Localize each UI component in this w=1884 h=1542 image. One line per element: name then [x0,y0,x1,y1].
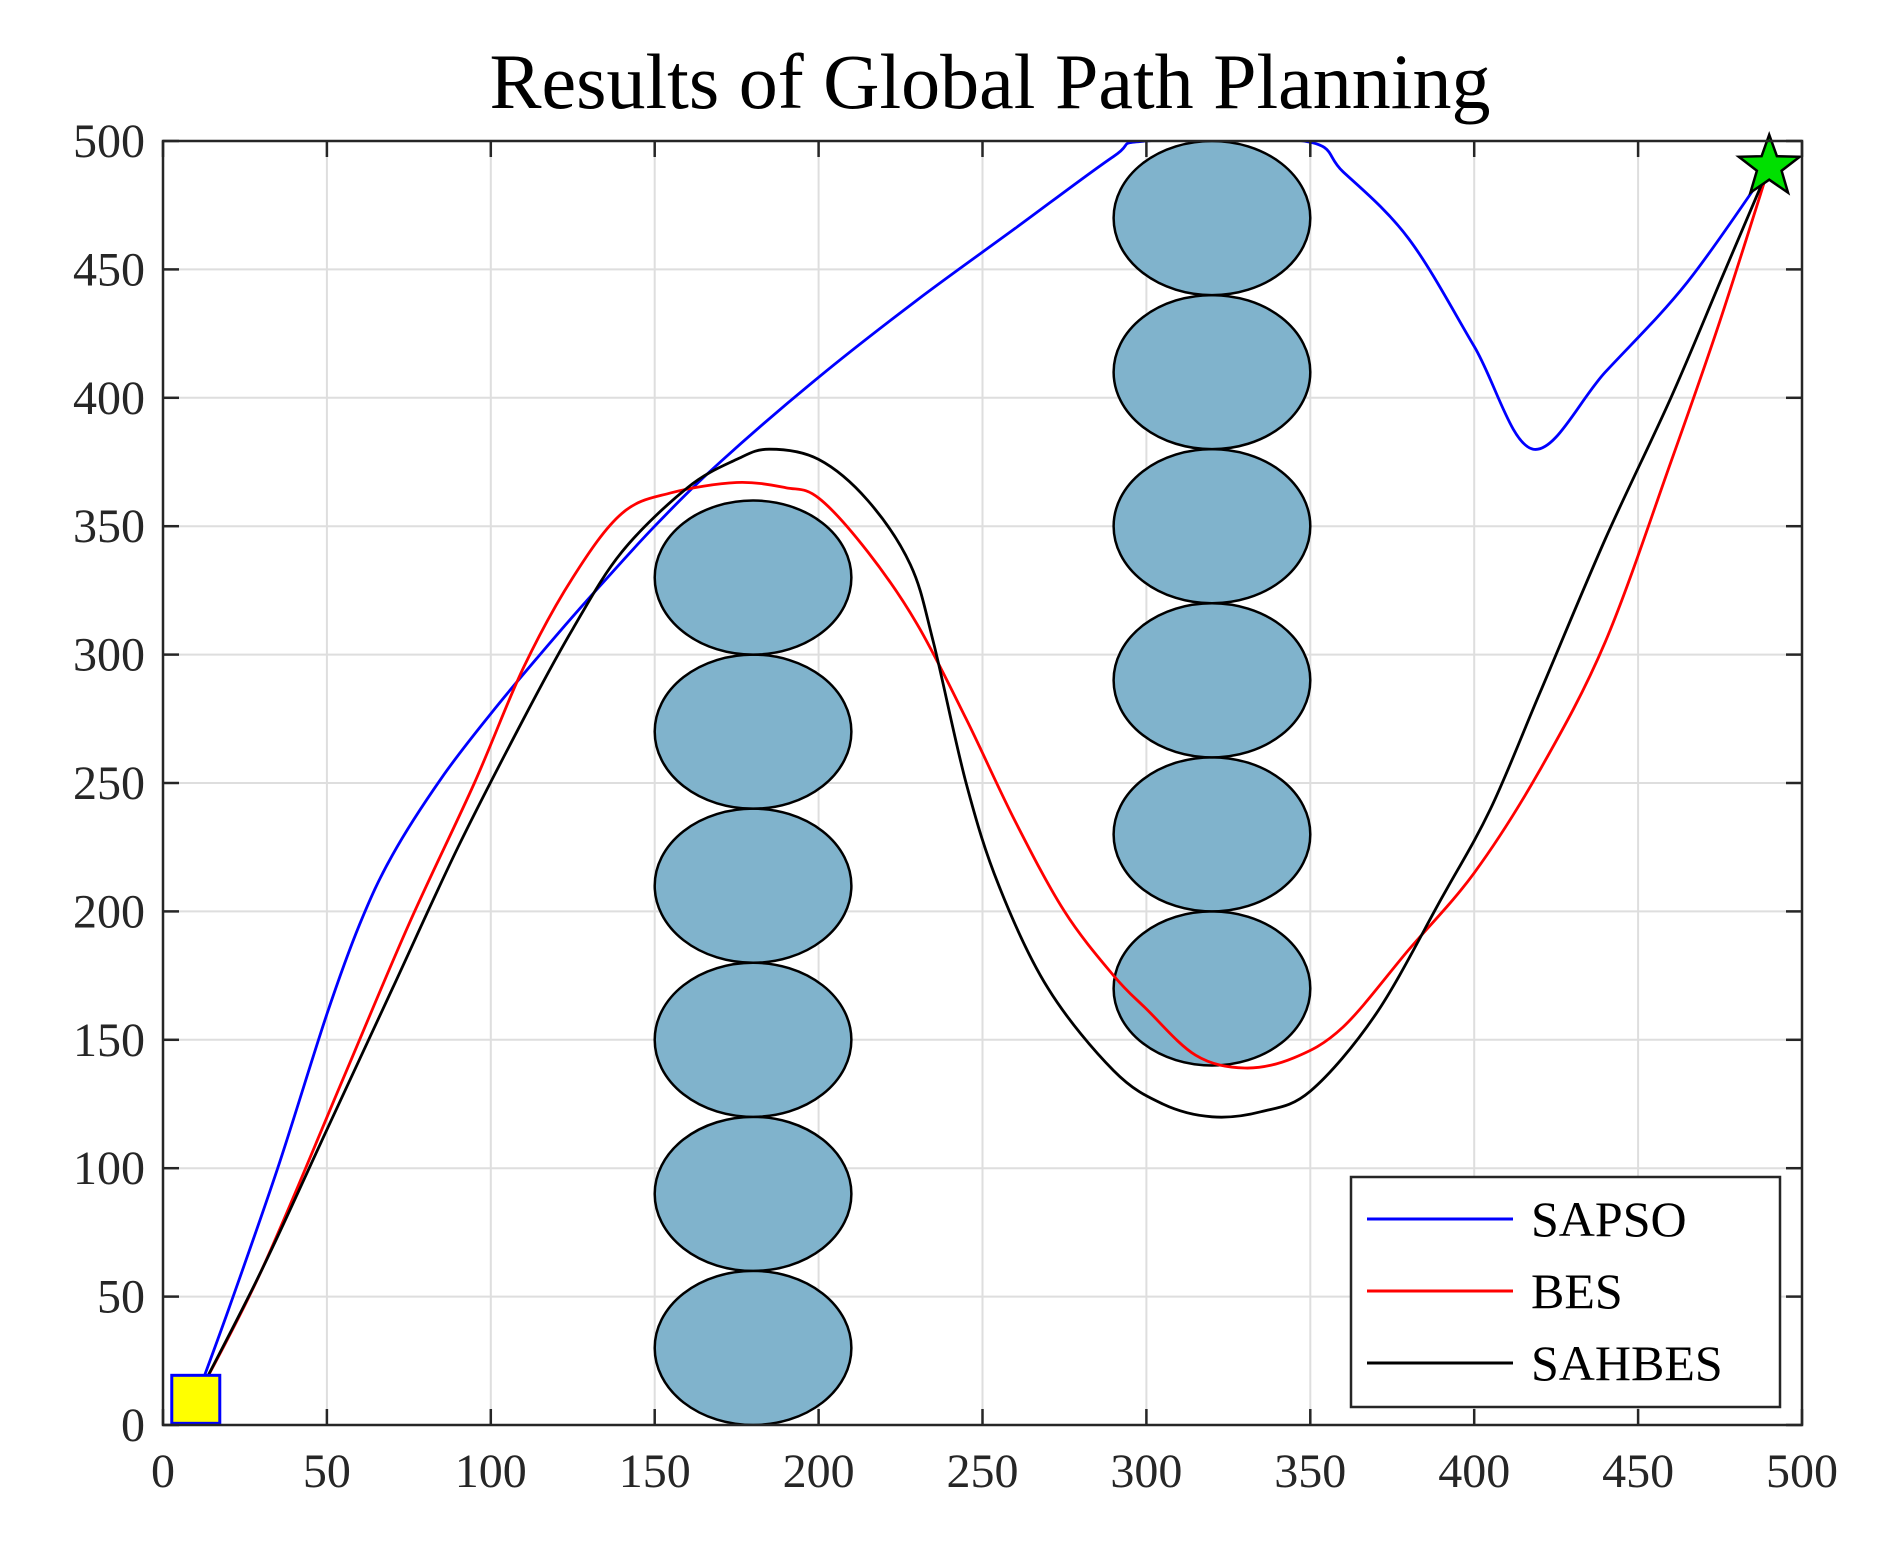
x-tick-label: 200 [783,1445,855,1498]
y-tick-label: 250 [73,757,145,810]
start-marker [170,1373,222,1425]
y-tick-label: 500 [73,115,145,168]
y-tick-label: 350 [73,500,145,553]
obstacle-circle [1112,756,1312,913]
obstacle-circle [1112,601,1312,759]
y-tick-label: 400 [73,372,145,425]
y-tick-label: 100 [73,1142,145,1195]
y-tick-label: 200 [73,885,145,938]
obstacle-circle [653,653,853,810]
y-tick-label: 50 [97,1271,145,1324]
markers [170,130,1804,1425]
path-sapso [194,141,1771,1400]
goal-star-marker [1735,130,1804,196]
obstacle-circle [1112,447,1312,605]
obstacle-circle [653,499,853,656]
legend-label: SAHBES [1531,1335,1723,1391]
x-tick-label: 500 [1766,1445,1838,1498]
x-tick-label: 50 [303,1445,351,1498]
path-sahbes [194,166,1771,1400]
obstacles [653,141,1312,1425]
x-tick-label: 150 [619,1445,691,1498]
x-tick-label: 100 [455,1445,527,1498]
y-tick-label: 300 [73,629,145,682]
obstacle-circle [653,1269,853,1425]
x-tick-label: 450 [1602,1445,1674,1498]
x-tick-label: 350 [1274,1445,1346,1498]
x-tick-label: 300 [1110,1445,1182,1498]
x-tick-label: 400 [1438,1445,1510,1498]
x-tick-label: 250 [947,1445,1019,1498]
legend-label: BES [1531,1263,1623,1319]
y-tick-label: 0 [121,1399,145,1452]
obstacle-circle [1112,910,1312,1067]
legend-label: SAPSO [1531,1191,1687,1247]
legend: SAPSO BES SAHBES [1349,1175,1782,1409]
obstacle-circle [653,807,853,965]
obstacle-circle [1112,141,1312,297]
paths [194,141,1771,1400]
obstacle-circle [653,961,853,1119]
y-tick-label: 150 [73,1014,145,1067]
obstacle-circle [653,1115,853,1273]
ticks: 0 50 100 150 200 250 300 350 400 450 500 0 50 100 150 2… [73,115,1838,1498]
x-tick-label: 0 [151,1445,175,1498]
y-tick-label: 450 [73,243,145,296]
path-bes [194,166,1771,1400]
obstacle-circle [1112,293,1312,451]
chart-title: Results of Global Path Planning [490,38,1491,125]
